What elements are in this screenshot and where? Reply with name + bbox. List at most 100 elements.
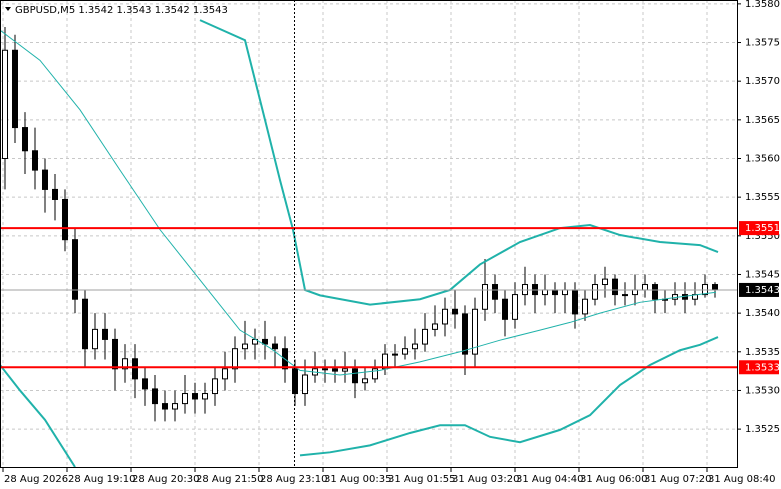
price-label: 1.3543	[745, 285, 780, 296]
candle-body	[302, 374, 308, 395]
chart-title: GBPUSD,M5 1.3542 1.3543 1.3542 1.3543	[15, 5, 228, 16]
y-tick-label: 1.3555	[745, 192, 780, 203]
x-tick-label: 28 Aug 20:30	[132, 474, 199, 485]
y-tick-label: 1.3575	[745, 38, 780, 49]
price-label: 1.3551	[745, 223, 780, 234]
y-tick-label: 1.3540	[745, 308, 780, 319]
candle-body	[242, 343, 248, 350]
y-tick-label: 1.3580	[745, 0, 780, 10]
candle-body	[332, 368, 338, 372]
x-tick-label: 31 Aug 03:20	[452, 474, 519, 485]
x-tick-label: 28 Aug 19:10	[68, 474, 135, 485]
candle-body	[132, 358, 138, 380]
candle-body	[592, 284, 598, 300]
candle-body	[2, 49, 8, 160]
x-tick-label: 31 Aug 07:20	[644, 474, 711, 485]
candle-body	[392, 353, 398, 356]
candle-body	[652, 284, 658, 300]
candle-body	[82, 298, 88, 350]
x-tick-label: 28 Aug 21:50	[196, 474, 263, 485]
candle-body	[172, 403, 178, 410]
x-tick-label: 31 Aug 04:40	[516, 474, 583, 485]
candle-body	[182, 393, 188, 405]
candle-body	[562, 289, 568, 296]
x-tick-label: 31 Aug 08:40	[708, 474, 775, 485]
candle-body	[152, 388, 158, 405]
indicator-line	[0, 29, 717, 376]
candle-body	[512, 294, 518, 320]
candle-body	[352, 368, 358, 384]
y-tick-label: 1.3530	[745, 385, 780, 396]
candle-body	[192, 393, 198, 400]
candle-body	[582, 298, 588, 315]
candle-body	[102, 328, 108, 340]
candle-body	[342, 368, 348, 372]
candle-body	[492, 284, 498, 300]
price-label-box	[739, 360, 779, 375]
x-tick-label: 31 Aug 06:00	[580, 474, 647, 485]
candle-body	[222, 368, 228, 380]
candle-body	[432, 323, 438, 330]
candle-body	[52, 188, 58, 200]
y-tick-label: 1.3545	[745, 269, 780, 280]
y-tick-label: 1.3535	[745, 347, 780, 358]
candle-body	[482, 284, 488, 310]
candle-body	[162, 403, 168, 410]
x-tick-label: 28 Aug 2026	[4, 474, 68, 485]
candle-body	[62, 198, 68, 241]
y-tick-label: 1.3560	[745, 154, 780, 165]
candle-body	[402, 348, 408, 355]
candle-body	[632, 289, 638, 296]
candle-body	[272, 343, 278, 350]
x-tick-label: 31 Aug 01:55	[388, 474, 455, 485]
x-tick-label: 28 Aug 23:10	[260, 474, 327, 485]
candle-body	[362, 378, 368, 384]
y-tick-label: 1.3570	[745, 76, 780, 87]
candle-body	[202, 393, 208, 400]
candle-body	[572, 289, 578, 315]
candle-body	[322, 368, 328, 371]
candle-body	[622, 294, 628, 297]
price-label-box	[739, 221, 779, 236]
candle-body	[442, 308, 448, 325]
candle-body	[12, 49, 18, 129]
candle-body	[42, 169, 48, 190]
candle-body	[612, 278, 618, 296]
y-tick-label: 1.3525	[745, 424, 780, 435]
candle-body	[502, 298, 508, 320]
x-tick-label: 31 Aug 00:35	[324, 474, 391, 485]
indicator-line	[0, 336, 719, 467]
price-label-box	[739, 282, 779, 297]
menu-icon[interactable]	[5, 7, 11, 11]
price-label: 1.3533	[745, 362, 780, 373]
candle-body	[262, 338, 268, 345]
candle-body	[412, 343, 418, 350]
candle-body	[452, 308, 458, 315]
plot-border	[0, 0, 738, 468]
candle-body	[642, 284, 648, 291]
candle-body	[462, 313, 468, 355]
candle-body	[22, 127, 28, 152]
candle-body	[92, 328, 98, 350]
candle-body	[472, 308, 478, 355]
y-tick-label: 1.3550	[745, 231, 780, 242]
plot-area	[0, 19, 737, 467]
candle-body	[422, 328, 428, 345]
grid	[0, 0, 737, 467]
candle-body	[552, 289, 558, 296]
candle-body	[122, 358, 128, 370]
candle-body	[142, 378, 148, 390]
candle-body	[712, 284, 718, 291]
candle-body	[232, 348, 238, 370]
candle-body	[112, 338, 118, 370]
candle-body	[72, 239, 78, 300]
candle-body	[32, 150, 38, 171]
y-tick-label: 1.3565	[745, 115, 780, 126]
candle-body	[542, 289, 548, 296]
indicator-line	[199, 19, 719, 306]
candle-body	[372, 368, 378, 380]
candle-body	[212, 378, 218, 395]
candle-body	[602, 278, 608, 286]
